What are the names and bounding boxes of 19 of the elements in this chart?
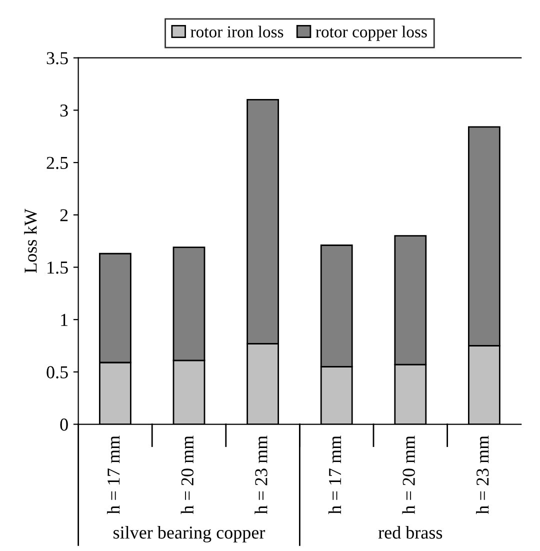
y-tick-label: 3.5 — [46, 52, 68, 64]
y-tick-label: 3 — [60, 104, 68, 117]
x-tick-label: h = 23 mm — [476, 436, 489, 514]
y-tick-label: 1.5 — [48, 262, 68, 274]
y-tick-label: 2 — [60, 209, 68, 222]
legend-label: rotor copper loss — [316, 26, 427, 41]
legend-label: rotor iron loss — [190, 26, 284, 38]
x-tick-label: h = 20 mm — [180, 436, 194, 514]
y-tick-label: 2.5 — [46, 156, 68, 170]
text: silver bearing copper — [114, 526, 266, 542]
x-tick-label: h = 17 mm — [107, 436, 120, 514]
y-axis-title: Loss kW — [24, 208, 37, 273]
text: red brass — [378, 526, 442, 539]
y-tick-label: 0 — [60, 418, 68, 431]
x-tick-label: h = 23 mm — [254, 436, 268, 514]
x-tick-label: h = 20 mm — [402, 436, 415, 514]
y-tick-label: 0.5 — [46, 366, 68, 378]
x-tick-label: h = 17 mm — [328, 436, 341, 514]
y-tick-label: 1 — [61, 314, 68, 326]
